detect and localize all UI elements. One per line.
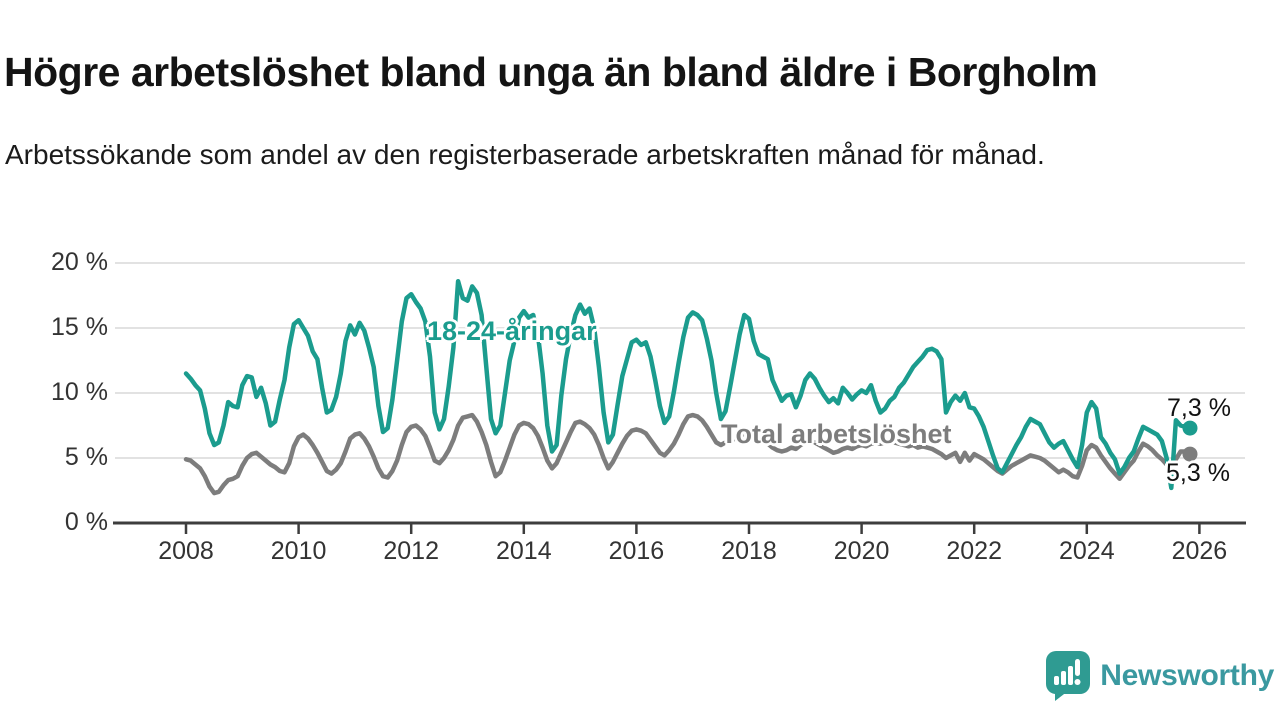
x-axis-tick-label: 2020: [833, 537, 890, 565]
x-axis-tick-label: 2012: [383, 537, 439, 565]
series-line-youth: [183, 278, 1193, 491]
x-axis-tick-label: 2022: [946, 537, 1002, 565]
y-axis-tick-label: 5 %: [64, 443, 108, 471]
end-dot-youth: [1182, 420, 1198, 436]
y-axis-tick-label: 10 %: [51, 378, 108, 406]
end-value-label-youth: 7,3 %: [1167, 394, 1231, 422]
end-dot-total: [1182, 446, 1198, 462]
newsworthy-chart-bubble-icon: [1046, 651, 1091, 701]
y-axis-tick-label: 20 %: [51, 248, 108, 276]
x-axis-tick-label: 2026: [1171, 537, 1228, 565]
series-line-total: [183, 412, 1193, 496]
x-axis-tick-label: 2024: [1058, 537, 1115, 565]
x-axis-tick-label: 2016: [608, 537, 665, 565]
x-axis-tick-label: 2014: [495, 537, 552, 565]
end-value-label-total: 5,3 %: [1166, 459, 1230, 487]
series-label-total: Total arbetslöshet: [721, 419, 952, 449]
y-axis-tick-label: 15 %: [51, 313, 108, 341]
x-axis-tick-label: 2008: [158, 537, 214, 565]
page-subtitle: Arbetssökande som andel av den registerb…: [5, 139, 1045, 170]
page-title: Högre arbetslöshet bland unga än bland ä…: [4, 49, 1098, 96]
x-axis-tick-label: 2018: [721, 537, 777, 565]
y-axis-tick-label: 0 %: [64, 508, 108, 536]
series-label-youth: 18-24-åringar: [427, 316, 597, 346]
newsworthy-wordmark: Newsworthy: [1100, 659, 1274, 692]
x-axis-tick-label: 2010: [270, 537, 327, 565]
newsworthy-logo: Newsworthy: [1045, 650, 1274, 702]
